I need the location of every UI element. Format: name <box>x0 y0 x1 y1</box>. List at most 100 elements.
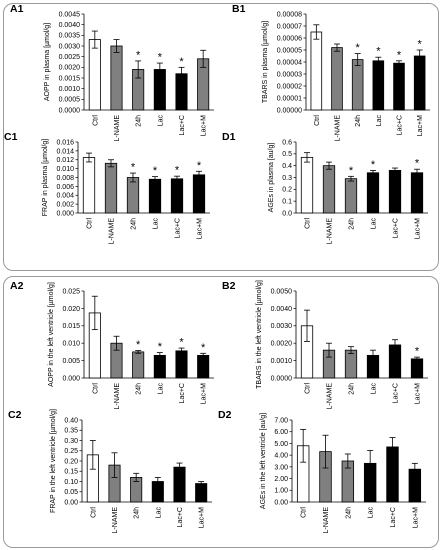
category-label: Lac <box>368 507 375 519</box>
y-tick-label: 0.006 <box>56 184 74 191</box>
y-tick-label: 0.0035 <box>59 33 81 40</box>
y-tick-label: 0.6 <box>282 139 292 146</box>
bar-lac+m <box>413 55 426 111</box>
bar-l-name <box>322 165 336 214</box>
significance-asterisk: * <box>136 339 141 351</box>
category-label: L-NAME <box>112 507 119 534</box>
y-tick-label: 1.00 <box>274 488 288 495</box>
y-tick-label: 5.00 <box>274 441 288 448</box>
y-tick-label: 0.40 <box>64 417 78 424</box>
y-tick-label: 0.35 <box>64 428 78 435</box>
category-label: Ctrl <box>314 115 321 126</box>
significance-asterisk: * <box>356 42 361 54</box>
y-tick-label: 0.000 <box>56 210 74 217</box>
y-tick-label: 0.0010 <box>271 358 293 365</box>
y-axis-label: AOPP in plasma [µmol/g] <box>44 23 51 101</box>
bar-24h <box>132 351 145 379</box>
y-axis-label: FRAP in the left ventricle [µmol/g] <box>50 409 57 513</box>
chart-d2: D2 0.00 1.00 2.00 3.00 4.00 5.00 6.00 7.00 AGEs i… <box>218 409 426 533</box>
category-label: Lac+C <box>177 507 184 527</box>
bar-24h <box>126 177 140 214</box>
bar-lac+c <box>170 178 184 214</box>
y-tick-label: 0.10 <box>64 479 78 486</box>
significance-asterisk: * <box>418 39 423 51</box>
y-tick-label: 0.0015 <box>59 75 81 82</box>
y-tick-label: 0.020 <box>62 306 80 313</box>
bar-l-name <box>104 162 118 214</box>
bar-l-name <box>331 47 343 111</box>
bar-lac+m <box>410 172 424 214</box>
y-tick-label: 0.010 <box>56 166 74 173</box>
bar-24h <box>344 349 358 379</box>
significance-asterisk: * <box>179 56 184 68</box>
y-axis-label: FRAP in plasma [µmol/g] <box>42 139 49 216</box>
y-tick-label: 0.0020 <box>271 341 293 348</box>
category-label: Lac+M <box>199 507 206 528</box>
category-label: Lac+C <box>397 115 404 135</box>
chart-d1: D1 0.0 0.1 0.2 0.3 0.4 0.5 0.6 AGEs in plasma [a… <box>222 131 428 244</box>
y-tick-label: 0.00 <box>274 499 288 506</box>
category-label: L-NAME <box>327 218 334 245</box>
category-label: Ctrl <box>301 507 308 518</box>
bar-lac+m <box>195 483 208 503</box>
category-label: Lac+C <box>179 383 186 403</box>
bar-l-name <box>110 45 123 111</box>
y-tick-label: 0.00006 <box>277 35 302 42</box>
category-label: Lac+M <box>415 218 422 239</box>
y-tick-label: 3.00 <box>274 464 288 471</box>
category-label: L-NAME <box>323 507 330 534</box>
bar-lac+m <box>410 358 424 379</box>
category-label: Ctrl <box>87 218 94 229</box>
category-label: Lac+M <box>201 115 208 136</box>
y-tick-label: 4.00 <box>274 453 288 460</box>
panel-label: B2 <box>222 280 236 292</box>
significance-asterisk: * <box>376 46 381 58</box>
category-label: L-NAME <box>109 218 116 245</box>
chart-b2: B2 0.0000 0.0010 0.0020 0.0030 0.0040 0.0050 TB… <box>222 280 428 409</box>
significance-asterisk: * <box>131 162 136 174</box>
category-label: Lac+M <box>415 383 422 404</box>
bar-ctrl <box>310 31 323 111</box>
category-label: Lac+M <box>417 115 424 136</box>
bar-lac+c <box>393 62 405 111</box>
bar-lac+c <box>173 466 186 503</box>
y-tick-label: 0.0030 <box>271 323 293 330</box>
bar-lac+c <box>388 169 402 214</box>
y-tick-label: 0.012 <box>56 157 74 164</box>
y-tick-label: 7.00 <box>274 417 288 424</box>
category-label: Lac+C <box>393 218 400 238</box>
y-tick-label: 0.0030 <box>59 43 81 50</box>
category-label: 24h <box>136 383 143 395</box>
y-axis-label: TBARS in plasma [µmol/g] <box>262 21 269 103</box>
category-label: Lac+C <box>390 507 397 527</box>
y-tick-label: 0.15 <box>64 469 78 476</box>
y-axis-label: AGEs in plasma [au/g] <box>268 143 275 213</box>
chart-a2: A2 0.000 0.005 0.010 0.015 0.020 0.025 AOPP in … <box>10 280 214 409</box>
category-label: Lac+M <box>412 507 419 528</box>
panel-label: C1 <box>4 131 18 143</box>
y-tick-label: 0.5 <box>282 151 292 158</box>
y-tick-label: 0.00003 <box>277 71 302 78</box>
chart-c1: C1 0.0000.002 0.004 0.006 0.008 0.010 0.012 0.0… <box>4 131 210 244</box>
category-label: Lac+M <box>201 383 208 404</box>
y-tick-label: 0.00004 <box>277 59 302 66</box>
lower-panel-frame <box>3 276 439 548</box>
y-tick-label: 0.000 <box>62 375 80 382</box>
category-label: Lac <box>376 115 383 127</box>
bar-ctrl <box>82 157 96 214</box>
y-tick-label: 0.0050 <box>271 288 293 295</box>
y-tick-label: 2.00 <box>274 476 288 483</box>
significance-asterisk: * <box>153 165 158 177</box>
category-label: Lac <box>157 383 164 395</box>
category-label: Lac <box>153 218 160 230</box>
panel-label: D2 <box>218 409 232 421</box>
bar-lac+m <box>192 174 206 214</box>
y-tick-label: 6.00 <box>274 429 288 436</box>
significance-asterisk: * <box>175 165 180 177</box>
bar-ctrl <box>88 39 101 111</box>
panel-label: C2 <box>8 409 22 421</box>
category-label: 24h <box>349 218 356 230</box>
bar-ctrl <box>300 156 314 214</box>
y-tick-label: 0.4 <box>282 163 292 170</box>
